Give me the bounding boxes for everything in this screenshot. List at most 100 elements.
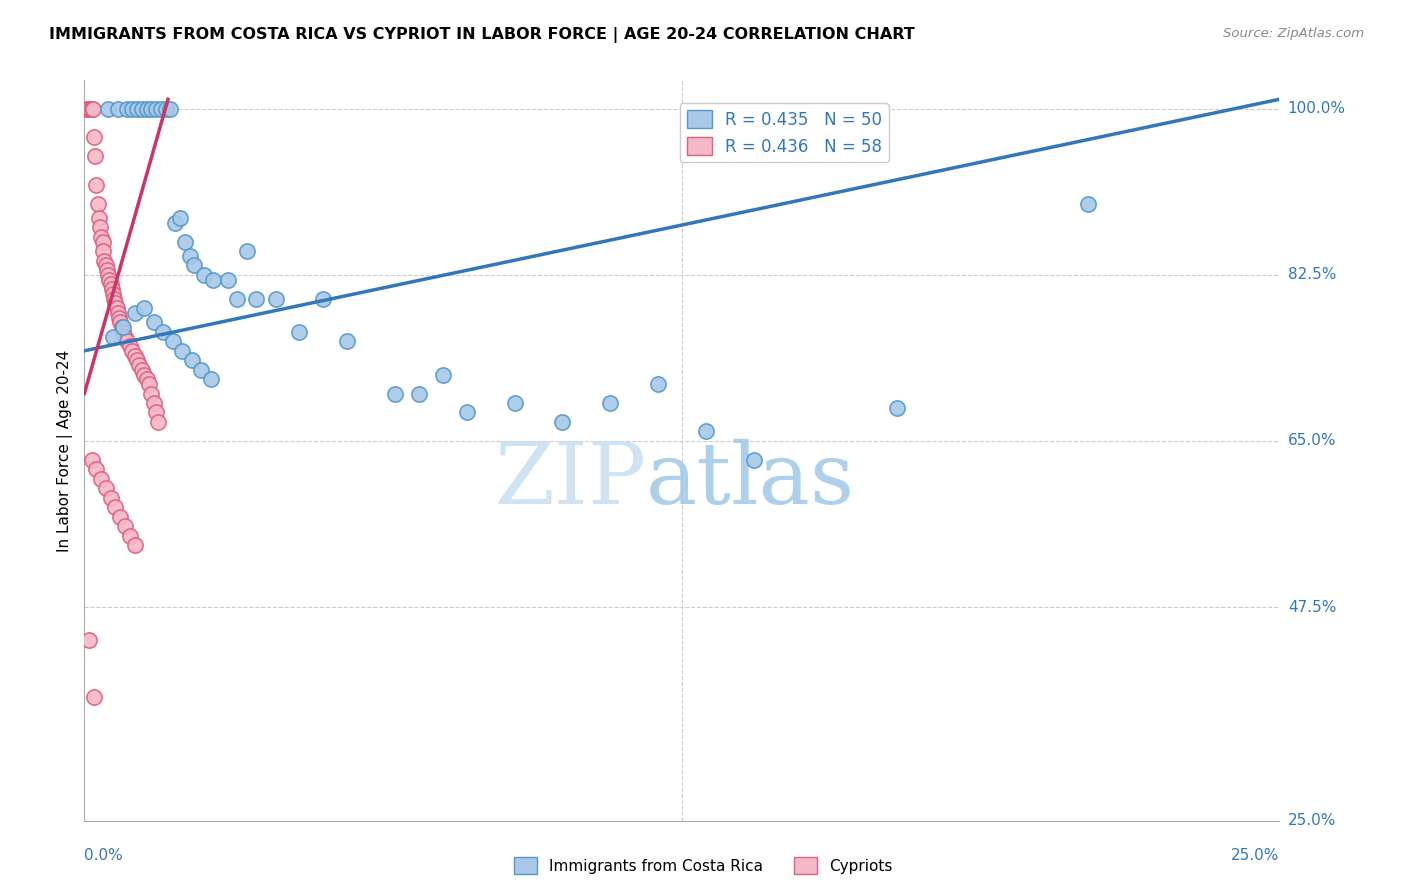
Point (1077, 196, 1099, 211)
Point (76, 102, 98, 116)
Point (190, 363, 212, 377)
Point (90, 230, 112, 244)
Point (77, 633, 100, 648)
Point (132, 368, 156, 382)
Point (107, 306, 129, 320)
Point (111, 320, 134, 334)
Text: 0.0%: 0.0% (84, 848, 124, 863)
Point (93, 244, 115, 259)
Point (89, 220, 111, 235)
Point (159, 102, 181, 116)
Text: 82.5%: 82.5% (1288, 268, 1336, 283)
Point (125, 353, 148, 368)
Point (83, 149, 105, 163)
Text: ZIP: ZIP (494, 439, 647, 522)
Point (503, 396, 526, 410)
Point (181, 353, 204, 368)
Point (83, 690, 105, 705)
Point (165, 216, 187, 230)
Point (742, 453, 765, 467)
Point (131, 363, 153, 377)
Point (86, 462, 108, 476)
Point (155, 102, 177, 116)
Point (142, 315, 165, 329)
Point (145, 102, 167, 116)
Point (551, 415, 574, 429)
Point (141, 102, 163, 116)
Text: atlas: atlas (647, 439, 855, 522)
Point (135, 372, 157, 386)
Point (91, 235, 114, 249)
Point (80, 453, 103, 467)
Point (695, 425, 717, 439)
Point (114, 329, 136, 343)
Point (138, 377, 160, 392)
Point (408, 386, 430, 401)
Point (114, 519, 136, 533)
Point (432, 368, 454, 382)
Point (647, 377, 669, 392)
Point (135, 102, 157, 116)
Point (107, 102, 129, 116)
Point (145, 405, 167, 419)
Point (217, 272, 239, 286)
Point (149, 102, 172, 116)
Point (77, 102, 100, 116)
Text: Source: ZipAtlas.com: Source: ZipAtlas.com (1223, 27, 1364, 40)
Point (90, 472, 112, 486)
Point (599, 396, 621, 410)
Point (82, 102, 104, 116)
Point (169, 211, 191, 225)
Point (264, 292, 287, 306)
Point (117, 102, 139, 116)
Y-axis label: In Labor Force | Age 20-24: In Labor Force | Age 20-24 (58, 350, 73, 551)
Point (200, 372, 222, 386)
Text: IMMIGRANTS FROM COSTA RICA VS CYPRIOT IN LABOR FORCE | AGE 20-24 CORRELATION CHA: IMMIGRANTS FROM COSTA RICA VS CYPRIOT IN… (49, 27, 915, 43)
Legend: Immigrants from Costa Rica, Cypriots: Immigrants from Costa Rica, Cypriots (508, 851, 898, 880)
Point (132, 301, 156, 315)
Point (124, 538, 146, 552)
Point (148, 415, 170, 429)
Point (101, 329, 124, 343)
Point (93, 253, 115, 268)
Point (94, 482, 117, 496)
Text: 25.0%: 25.0% (1288, 814, 1336, 828)
Point (117, 334, 139, 349)
Point (105, 301, 128, 315)
Legend: R = 0.435   N = 50, R = 0.436   N = 58: R = 0.435 N = 50, R = 0.436 N = 58 (681, 103, 889, 162)
Point (142, 396, 165, 410)
Point (111, 325, 134, 339)
Point (94, 259, 117, 273)
Point (110, 315, 132, 329)
Text: 25.0%: 25.0% (1232, 848, 1279, 863)
Point (152, 325, 174, 339)
Point (193, 268, 215, 282)
Point (79, 102, 101, 116)
Point (104, 500, 127, 515)
Point (86, 178, 108, 192)
Point (77, 102, 100, 116)
Point (87, 211, 110, 225)
Point (121, 343, 143, 358)
Point (101, 282, 124, 296)
Point (96, 263, 118, 277)
Point (125, 102, 148, 116)
Point (97, 102, 120, 116)
Point (172, 343, 194, 358)
Point (312, 292, 335, 306)
Point (886, 401, 908, 415)
Point (179, 249, 201, 263)
Point (97, 268, 120, 282)
Point (103, 292, 125, 306)
Point (80, 102, 103, 116)
Point (111, 320, 134, 334)
Point (107, 310, 129, 325)
Point (245, 292, 267, 306)
Point (183, 259, 205, 273)
Point (384, 386, 406, 401)
Text: 65.0%: 65.0% (1288, 434, 1336, 449)
Text: 47.5%: 47.5% (1288, 599, 1336, 615)
Point (98, 272, 121, 286)
Point (121, 102, 143, 116)
Point (456, 405, 478, 419)
